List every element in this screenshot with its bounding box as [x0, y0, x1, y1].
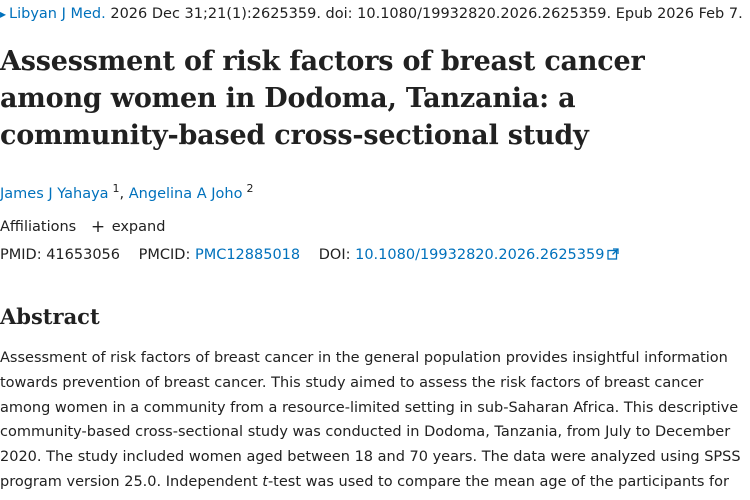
expand-label[interactable]: expand	[111, 219, 166, 235]
pmid-value: 41653056	[46, 247, 121, 263]
journal-link[interactable]: Libyan J Med.	[9, 6, 106, 22]
pmcid-link[interactable]: PMC12885018	[194, 247, 301, 263]
pmcid-label: PMCID:	[138, 247, 191, 263]
affiliations-toggle[interactable]: Affiliations + expand	[0, 217, 165, 237]
article-title: Assessment of risk factors of breast can…	[0, 46, 645, 151]
author-affiliation-ref-1[interactable]: 1	[112, 182, 120, 195]
doi-link[interactable]: 10.1080/19932820.2026.2625359	[355, 247, 620, 263]
author-separator: ,	[119, 185, 129, 202]
doi-value: 10.1080/19932820.2026.2625359	[355, 247, 605, 263]
abstract-heading: Abstract	[0, 304, 100, 329]
affiliations-label: Affiliations	[0, 219, 77, 235]
external-link-icon	[607, 248, 620, 260]
author-link-1[interactable]: James J Yahaya	[0, 185, 109, 202]
author-list: James J Yahaya 1, Angelina A Joho 2	[0, 179, 253, 204]
doi-label: DOI:	[318, 247, 351, 263]
chevron-right-icon[interactable]: ▸	[0, 7, 7, 21]
abstract-text-part1: Assessment of risk factors of breast can…	[0, 350, 741, 490]
abstract-text-part2: -test was used to compare the mean age o…	[267, 473, 729, 490]
pmid-label: PMID:	[0, 247, 42, 263]
author-affiliation-ref-2[interactable]: 2	[246, 182, 254, 195]
plus-icon[interactable]: +	[90, 217, 106, 237]
citation-line: ▸ Libyan J Med. 2026 Dec 31;21(1):2625359…	[0, 4, 750, 24]
abstract-text: Assessment of risk factors of breast can…	[0, 346, 748, 495]
abstract-text-italic: t	[262, 473, 268, 490]
identifier-line: PMID: 41653056 PMCID: PMC12885018 DOI: 1…	[0, 245, 620, 265]
citation-details: 2026 Dec 31;21(1):2625359. doi: 10.1080/…	[110, 6, 743, 22]
author-link-2[interactable]: Angelina A Joho	[128, 185, 243, 202]
